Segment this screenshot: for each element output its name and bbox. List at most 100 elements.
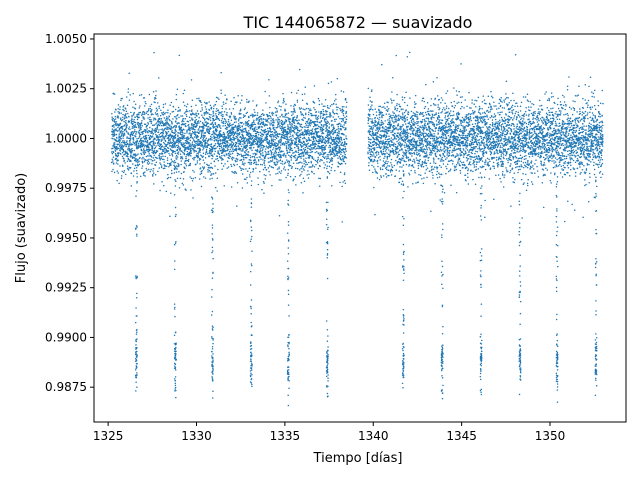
data-point [253, 119, 255, 122]
data-point [157, 115, 159, 117]
data-point [282, 92, 284, 95]
data-point [222, 101, 225, 103]
data-point [274, 111, 277, 113]
data-point [153, 154, 155, 157]
data-point [268, 144, 271, 146]
data-point [210, 114, 212, 116]
data-point [316, 159, 319, 162]
data-point [150, 120, 153, 123]
data-point [121, 170, 124, 173]
data-point [256, 137, 258, 139]
data-point [133, 118, 135, 121]
data-point [154, 97, 157, 100]
data-point [146, 128, 148, 130]
data-point [139, 156, 141, 159]
data-point [170, 162, 172, 164]
data-point [148, 136, 151, 138]
data-point [304, 148, 307, 151]
data-point [216, 177, 219, 180]
data-point [327, 131, 330, 133]
data-point [179, 177, 182, 180]
data-point [238, 140, 240, 143]
data-point [378, 110, 381, 112]
data-point [377, 130, 380, 132]
data-point [190, 144, 192, 147]
data-point [269, 174, 271, 176]
data-point [207, 122, 209, 125]
data-point [158, 129, 160, 131]
data-point [159, 148, 162, 151]
data-point [191, 179, 194, 182]
data-point [320, 110, 323, 113]
data-point [257, 183, 260, 186]
data-point [183, 162, 186, 164]
data-point [270, 141, 273, 143]
data-point [231, 133, 233, 136]
data-point [192, 197, 194, 199]
data-point [153, 142, 155, 144]
data-point [294, 167, 297, 170]
data-point [154, 174, 157, 176]
data-point [275, 107, 278, 110]
data-point [383, 102, 386, 104]
data-point [242, 143, 244, 145]
data-point [344, 145, 346, 148]
data-point [218, 98, 220, 100]
data-point [263, 118, 265, 121]
data-point [115, 133, 118, 136]
data-point [341, 159, 343, 161]
data-point [239, 135, 242, 138]
data-point [201, 142, 204, 144]
data-point [195, 113, 197, 115]
data-point [269, 122, 271, 124]
data-point [232, 134, 235, 137]
data-point [378, 116, 381, 119]
data-point [283, 136, 286, 138]
data-point [335, 150, 338, 153]
data-point [380, 111, 382, 114]
data-point [381, 106, 383, 109]
data-point [143, 135, 145, 138]
data-point [203, 136, 205, 138]
data-point [124, 124, 126, 126]
data-point [217, 159, 220, 162]
data-point [302, 114, 305, 117]
data-point [292, 105, 295, 107]
data-point [116, 123, 118, 125]
data-point [116, 130, 119, 132]
data-point [313, 102, 316, 104]
data-point [160, 118, 163, 120]
data-point [262, 134, 265, 136]
data-point [244, 142, 246, 145]
data-point [336, 131, 339, 134]
data-point [278, 142, 280, 144]
data-point [191, 109, 193, 111]
data-point [345, 138, 348, 140]
data-point [233, 138, 236, 140]
data-point [139, 129, 141, 131]
data-point [304, 86, 307, 88]
data-point [168, 115, 171, 118]
data-point [204, 157, 207, 159]
data-point [310, 123, 312, 125]
data-point [379, 127, 381, 130]
data-point [206, 102, 208, 105]
data-point [265, 148, 267, 150]
data-point [143, 144, 145, 146]
data-point [287, 132, 290, 135]
data-point [115, 109, 117, 111]
data-point [221, 117, 224, 120]
data-point [139, 105, 141, 107]
data-point [308, 161, 310, 164]
data-point [344, 116, 346, 119]
data-point [198, 116, 200, 119]
data-point [290, 149, 292, 151]
data-point [388, 165, 391, 167]
data-point [153, 159, 156, 161]
data-point [344, 97, 347, 100]
data-point [127, 133, 130, 135]
data-point [261, 126, 263, 128]
data-point [169, 145, 172, 147]
data-point [322, 105, 325, 107]
data-point [329, 137, 331, 140]
